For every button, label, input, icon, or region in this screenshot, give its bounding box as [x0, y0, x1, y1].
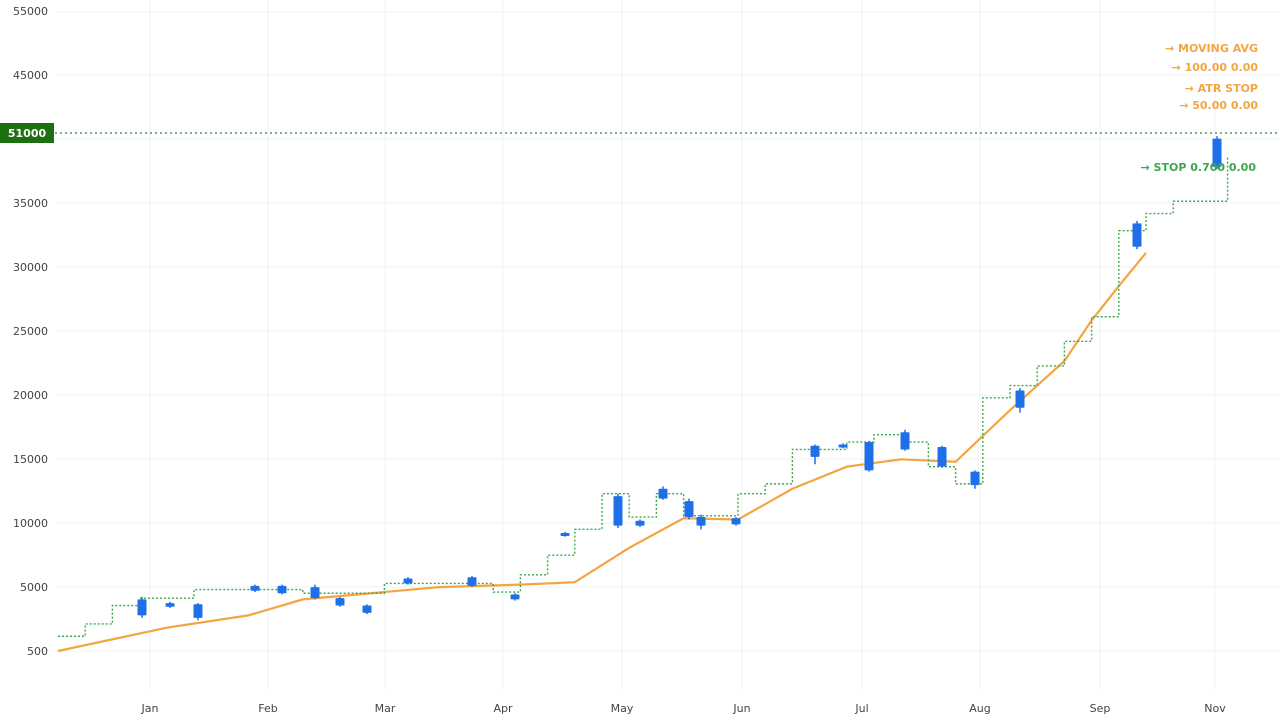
candle-body [731, 518, 741, 525]
candle-body [937, 447, 947, 467]
legend-entry: → STOP 0.700 0.00 [1141, 161, 1257, 174]
x-tick-label: Feb [258, 702, 277, 715]
x-tick-label: Jun [732, 702, 750, 715]
candle-body [613, 496, 623, 526]
candle [335, 596, 345, 607]
y-tick-label: 5000 [20, 581, 48, 594]
y-tick-label: 15000 [13, 453, 48, 466]
x-tick-label: Aug [969, 702, 990, 715]
candle-body [864, 442, 874, 471]
x-tick-label: Jul [854, 702, 868, 715]
grid [55, 0, 1280, 690]
candle [1212, 136, 1222, 170]
candle-body [1132, 223, 1142, 247]
candle-body [684, 501, 694, 518]
candle [137, 596, 147, 618]
y-tick-label: 35000 [13, 197, 48, 210]
target-level: 51000 [0, 123, 1280, 143]
candle [1132, 220, 1142, 250]
candle-body [560, 533, 570, 537]
x-axis-ticks: Jan Feb Mar Apr May Jun Jul Aug Sep Nov [141, 702, 1227, 715]
candle [970, 470, 980, 489]
legend-entry: → 50.00 0.00 [1179, 99, 1258, 112]
candle-body [510, 594, 520, 600]
y-tick-label: 55000 [13, 5, 48, 18]
legend-entry: → MOVING AVG [1165, 42, 1258, 55]
candle-body [696, 517, 706, 526]
candle [810, 444, 820, 465]
candle [731, 517, 741, 526]
candle [403, 577, 413, 585]
candle [696, 514, 706, 530]
x-tick-label: Apr [493, 702, 513, 715]
y-tick-label: 45000 [13, 69, 48, 82]
y-tick-label: 30000 [13, 261, 48, 274]
candle-body [658, 488, 668, 499]
moving-average-series [57, 252, 1147, 653]
candle [900, 429, 910, 451]
y-tick-label: 25000 [13, 325, 48, 338]
candle-body [838, 444, 848, 448]
candle-body [970, 471, 980, 486]
trailing-stop-series [58, 157, 1229, 637]
target-label: 51000 [8, 127, 47, 140]
candle-body [277, 585, 287, 594]
moving-average-line [57, 252, 1147, 653]
x-tick-label: Mar [375, 702, 396, 715]
candles [137, 136, 1222, 621]
target-label-bg [0, 123, 54, 143]
candle [635, 519, 645, 527]
candle-body [1015, 390, 1025, 408]
candle [467, 576, 477, 588]
candle-body [900, 432, 910, 450]
legend-entry: → ATR STOP [1185, 82, 1258, 95]
y-tick-label: 500 [27, 645, 48, 658]
candle-body [335, 598, 345, 606]
candle-body [403, 578, 413, 584]
candle-body [250, 585, 260, 591]
legend: → MOVING AVG → 100.00 0.00 → ATR STOP → 50.… [1141, 42, 1259, 174]
candle [277, 584, 287, 595]
candle [250, 584, 260, 593]
candle [362, 604, 372, 615]
candle-body [362, 605, 372, 613]
candle [310, 584, 320, 600]
x-tick-label: Jan [141, 702, 159, 715]
candle-body [310, 587, 320, 599]
candle [937, 445, 947, 468]
candle [510, 593, 520, 601]
candle [560, 531, 570, 537]
trailing-stop-line [58, 157, 1229, 637]
candle-body [193, 604, 203, 618]
candle-body [635, 520, 645, 526]
x-tick-label: Sep [1090, 702, 1111, 715]
x-tick-label: May [611, 702, 634, 715]
y-tick-label: 20000 [13, 389, 48, 402]
candle [838, 443, 848, 449]
candle-body [810, 445, 820, 457]
candle-body [1212, 138, 1222, 167]
candle [864, 440, 874, 472]
candle [165, 601, 175, 608]
candle [684, 498, 694, 520]
y-tick-label: 10000 [13, 517, 48, 530]
y-axis-ticks: 5005000100001500020000250003000035000400… [13, 5, 48, 658]
candle [1015, 388, 1025, 413]
x-tick-label: Nov [1204, 702, 1226, 715]
candle-body [137, 599, 147, 616]
candle-body [165, 603, 175, 607]
candle [193, 603, 203, 621]
candle [613, 493, 623, 529]
candle [658, 486, 668, 500]
legend-entry: → 100.00 0.00 [1172, 61, 1259, 74]
candle-body [467, 577, 477, 586]
